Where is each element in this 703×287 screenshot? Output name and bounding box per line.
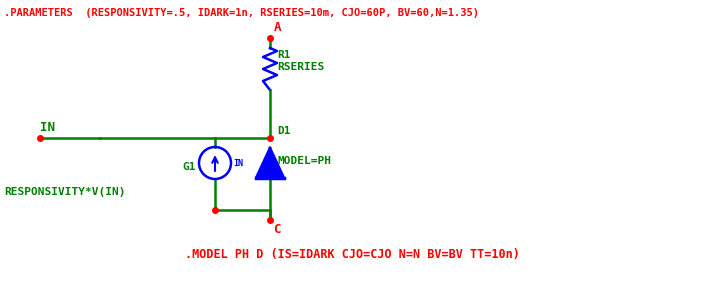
Text: R1: R1 bbox=[277, 50, 290, 60]
Text: RSERIES: RSERIES bbox=[277, 62, 324, 72]
Text: IN: IN bbox=[233, 158, 243, 168]
Text: G1: G1 bbox=[183, 162, 196, 172]
Text: RESPONSIVITY*V(IN): RESPONSIVITY*V(IN) bbox=[4, 187, 126, 197]
Polygon shape bbox=[256, 148, 284, 178]
Text: A: A bbox=[274, 21, 281, 34]
Text: .PARAMETERS  (RESPONSIVITY=.5, IDARK=1n, RSERIES=10m, CJO=60P, BV=60,N=1.35): .PARAMETERS (RESPONSIVITY=.5, IDARK=1n, … bbox=[4, 8, 479, 18]
Text: IN: IN bbox=[40, 121, 55, 134]
Text: MODEL=PH: MODEL=PH bbox=[277, 156, 331, 166]
Text: C: C bbox=[273, 223, 280, 236]
Text: .MODEL PH D (IS=IDARK CJO=CJO N=N BV=BV TT=10n): .MODEL PH D (IS=IDARK CJO=CJO N=N BV=BV … bbox=[185, 248, 520, 261]
Text: D1: D1 bbox=[277, 126, 290, 136]
